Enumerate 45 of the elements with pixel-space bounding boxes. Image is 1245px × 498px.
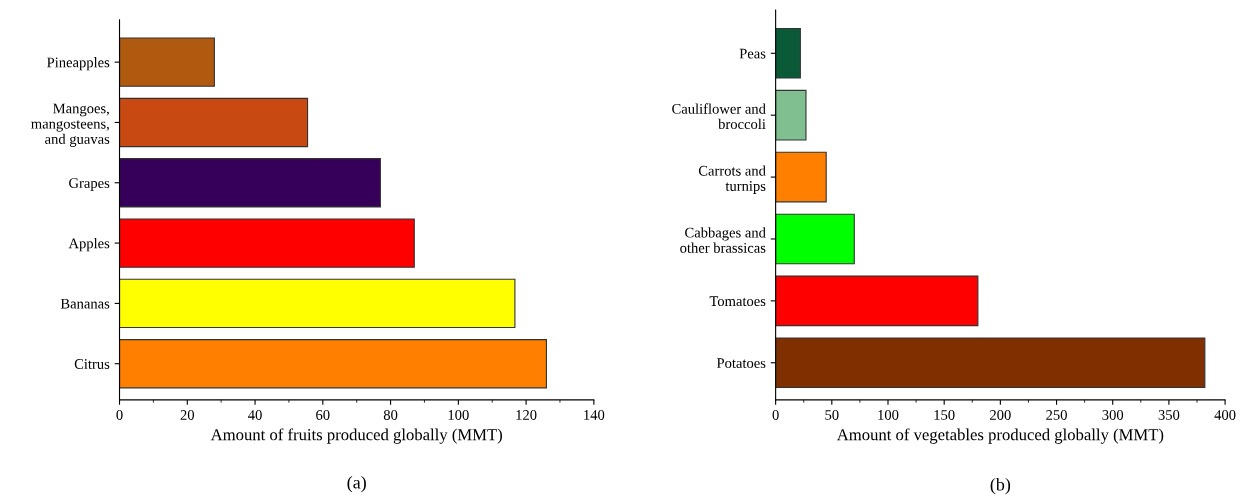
y-tick-label: Cabbages and other brassicas: [680, 227, 766, 253]
bar: [119, 97, 309, 148]
bar: [775, 151, 827, 203]
y-tick-label: Bananas: [60, 298, 110, 309]
y-tick-label: Grapes: [69, 178, 110, 191]
x-tick-label: 0: [772, 410, 779, 420]
y-tick-label: Peas: [739, 48, 766, 59]
y-tick-label: Pineapples: [47, 57, 110, 71]
y-tick-label: Mangoes, mangosteens, and guavas: [31, 103, 110, 147]
bar: [119, 278, 516, 329]
y-tick-label: Tomatoes: [709, 296, 766, 307]
x-tick-label: 140: [584, 410, 605, 420]
bar: [775, 275, 979, 327]
x-tick-label: 350: [1158, 410, 1180, 420]
x-tick-label: 0: [116, 410, 123, 420]
x-tick-label: 20: [180, 410, 195, 420]
text: (b): [990, 477, 1011, 495]
y-tick-label: Citrus: [74, 359, 110, 369]
y-tick-label: Apples: [68, 238, 110, 252]
bar: [119, 218, 415, 268]
x-tick-label: 200: [990, 410, 1011, 420]
x-tick-label: 50: [825, 410, 839, 420]
bar: [119, 339, 547, 389]
x-tick-label: 100: [878, 410, 899, 420]
bar: [775, 89, 807, 141]
bar: [775, 337, 1206, 389]
x-axis-title: Amount of vegetables produced globally (MMT): [836, 428, 1164, 444]
text: (a): [347, 475, 366, 493]
bar: [775, 27, 801, 79]
x-axis-title: Amount of fruits produced globally (MMT): [210, 428, 502, 444]
y-tick-label: Cauliflower and broccoli: [672, 103, 766, 130]
x-tick-label: 400: [1214, 410, 1236, 420]
bar: [119, 158, 381, 208]
x-tick-label: 120: [516, 410, 537, 420]
bar: [775, 213, 855, 265]
x-tick-label: 250: [1046, 410, 1067, 420]
bar: [119, 37, 215, 87]
x-tick-label: 60: [316, 410, 330, 420]
x-tick-label: 150: [934, 410, 955, 420]
x-tick-label: 100: [448, 410, 469, 420]
x-tick-label: 40: [248, 410, 262, 420]
x-tick-label: 300: [1102, 410, 1124, 420]
y-tick-label: Carrots and turnips: [698, 165, 766, 194]
y-tick-label: Potatoes: [716, 358, 766, 368]
x-tick-label: 80: [383, 410, 398, 420]
